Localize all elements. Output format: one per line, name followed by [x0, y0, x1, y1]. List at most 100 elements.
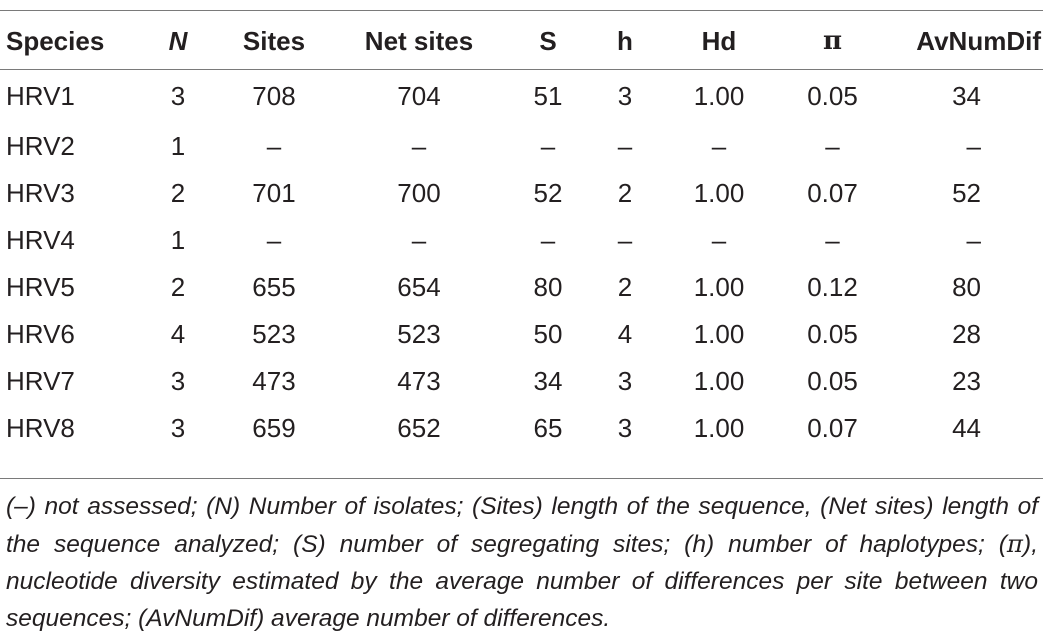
cell-net-sites: 700 [397, 178, 441, 208]
cell-hd: 1.00 [693, 413, 745, 443]
cell-sites: 701 [252, 178, 296, 208]
cell-avnumdif: – [966, 131, 981, 161]
cell-pi: 0.05 [807, 80, 858, 111]
cell-hd: 1.00 [693, 272, 745, 302]
header-n: N [168, 25, 188, 56]
cell-sites: – [266, 131, 282, 161]
cell-h: 3 [617, 366, 633, 396]
cell-hd: 1.00 [693, 80, 745, 111]
cell-pi: 0.05 [807, 319, 858, 349]
cell-n: 2 [170, 272, 186, 302]
cell-s: 52 [533, 178, 563, 208]
cell-species: HRV1 [6, 80, 75, 111]
cell-h: 4 [617, 319, 633, 349]
cell-h: 2 [617, 178, 633, 208]
cell-hd: 1.00 [693, 178, 745, 208]
cell-avnumdif: 44 [952, 413, 981, 443]
table-header: Species N Sites Net sites S h Hd π AvNum… [0, 13, 1043, 69]
cell-hd: 1.00 [693, 319, 745, 349]
cell-h: – [617, 131, 633, 161]
cell-pi: 0.07 [807, 413, 858, 443]
cell-h: 3 [617, 80, 633, 111]
cell-avnumdif: 23 [952, 366, 981, 396]
cell-hd: 1.00 [693, 366, 745, 396]
cell-n: 2 [170, 178, 186, 208]
cell-sites: 473 [252, 366, 296, 396]
footnote-pi-symbol: π [1006, 529, 1024, 558]
cell-pi: – [825, 225, 840, 255]
cell-n: 1 [170, 225, 186, 255]
cell-n: 3 [170, 366, 186, 396]
cell-net-sites: 704 [397, 80, 441, 111]
cell-s: 34 [533, 366, 563, 396]
table-footnote: (–) not assessed; (N) Number of isolates… [6, 488, 1038, 637]
footnote-text-2: ), nucleotide diversity estimated by the… [6, 531, 1038, 632]
header-h: h [617, 25, 633, 56]
cell-net-sites: 473 [397, 366, 441, 396]
cell-net-sites: – [411, 131, 427, 161]
header-hd: Hd [701, 25, 737, 56]
cell-h: – [617, 225, 633, 255]
table-row: HRV2 1 – – – – – – – [0, 123, 1043, 170]
cell-sites: 708 [252, 80, 296, 111]
table-row: HRV8 3 659 652 65 3 1.00 0.07 44 [0, 405, 1043, 452]
species-diversity-table: Species N Sites Net sites S h Hd π AvNum… [0, 13, 1043, 452]
cell-net-sites: 654 [397, 272, 441, 302]
cell-s: 50 [533, 319, 563, 349]
cell-species: HRV6 [6, 319, 75, 349]
cell-pi: 0.12 [807, 272, 858, 302]
cell-pi: – [825, 131, 840, 161]
header-sites: Sites [242, 25, 306, 56]
cell-pi: 0.05 [807, 366, 858, 396]
cell-avnumdif: 80 [952, 272, 981, 302]
footnote-text-1: (–) not assessed; (N) Number of isolates… [6, 493, 1038, 558]
header-row: Species N Sites Net sites S h Hd π AvNum… [0, 13, 1043, 69]
cell-sites: – [266, 225, 282, 255]
cell-sites: 523 [252, 319, 296, 349]
table-row: HRV4 1 – – – – – – – [0, 217, 1043, 264]
cell-s: 80 [533, 272, 563, 302]
cell-species: HRV2 [6, 131, 75, 161]
table-body: HRV1 3 708 704 51 3 1.00 0.05 34 HRV2 1– – – – – – – HRV3… [0, 69, 1043, 452]
cell-h: 3 [617, 413, 633, 443]
cell-avnumdif: 52 [952, 178, 981, 208]
table-row: HRV1 3 708 704 51 3 1.00 0.05 34 [0, 69, 1043, 123]
cell-n: 1 [170, 131, 186, 161]
cell-species: HRV3 [6, 178, 75, 208]
cell-species: HRV8 [6, 413, 75, 443]
table-row: HRV6 4 523 523 50 4 1.00 0.05 28 [0, 311, 1043, 358]
cell-net-sites: 652 [397, 413, 441, 443]
cell-species: HRV4 [6, 225, 75, 255]
table-row: HRV7 3 473 473 34 3 1.00 0.05 23 [0, 358, 1043, 405]
cell-hd: – [711, 131, 727, 161]
header-species: Species [6, 25, 105, 56]
cell-species: HRV5 [6, 272, 75, 302]
cell-s: 65 [533, 413, 563, 443]
table-row: HRV5 2 655 654 80 2 1.00 0.12 80 [0, 264, 1043, 311]
top-rule [0, 10, 1043, 11]
cell-net-sites: – [411, 225, 427, 255]
cell-n: 3 [170, 80, 186, 111]
header-s: S [539, 25, 557, 56]
table-row: HRV3 2 701 700 52 2 1.00 0.07 52 [0, 170, 1043, 217]
cell-s: 51 [533, 80, 563, 111]
cell-sites: 655 [252, 272, 296, 302]
header-net-sites: Net sites [364, 25, 474, 56]
cell-net-sites: 523 [397, 319, 441, 349]
cell-avnumdif: – [966, 225, 981, 255]
cell-s: – [540, 131, 556, 161]
header-pi: π [822, 26, 843, 56]
cell-s: – [540, 225, 556, 255]
header-rule [0, 69, 1043, 70]
cell-n: 3 [170, 413, 186, 443]
cell-avnumdif: 34 [952, 80, 981, 111]
cell-pi: 0.07 [807, 178, 858, 208]
cell-species: HRV7 [6, 366, 75, 396]
bottom-rule [0, 478, 1043, 479]
header-avnumdif: AvNumDif [916, 25, 1041, 56]
cell-avnumdif: 28 [952, 319, 981, 349]
cell-sites: 659 [252, 413, 296, 443]
cell-h: 2 [617, 272, 633, 302]
cell-n: 4 [170, 319, 186, 349]
